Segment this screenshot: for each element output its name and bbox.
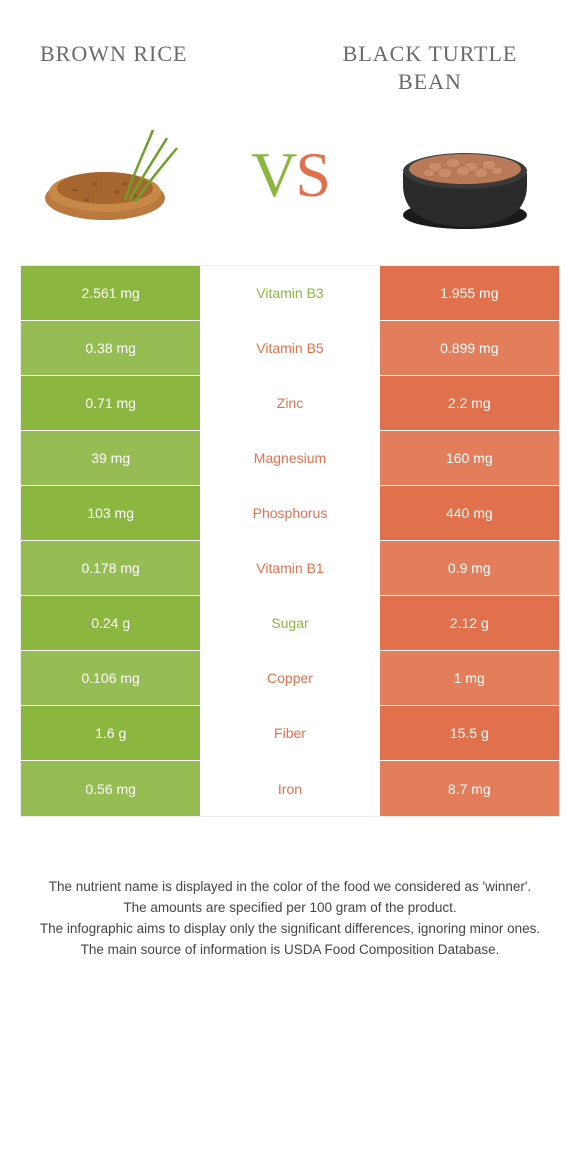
value-right: 0.9 mg [380, 541, 559, 595]
value-left: 0.106 mg [21, 651, 200, 705]
header: BROWN RICE BLACK TURTLE BEAN [0, 0, 580, 105]
value-left: 0.38 mg [21, 321, 200, 375]
value-left: 0.71 mg [21, 376, 200, 430]
food-title-left: BROWN RICE [40, 40, 260, 68]
food-title-right: BLACK TURTLE BEAN [320, 40, 540, 95]
value-left: 103 mg [21, 486, 200, 540]
nutrient-name: Copper [200, 651, 379, 705]
black-turtle-bean-icon [380, 115, 550, 235]
comparison-table: 2.561 mgVitamin B31.955 mg0.38 mgVitamin… [20, 265, 560, 817]
table-row: 103 mgPhosphorus440 mg [21, 486, 559, 541]
nutrient-name: Magnesium [200, 431, 379, 485]
nutrient-name: Vitamin B1 [200, 541, 379, 595]
images-row: VS [0, 105, 580, 265]
value-right: 0.899 mg [380, 321, 559, 375]
footnote-line: The nutrient name is displayed in the co… [30, 877, 550, 898]
brown-rice-icon [30, 115, 200, 235]
vs-v: V [251, 139, 295, 210]
table-row: 0.71 mgZinc2.2 mg [21, 376, 559, 431]
value-left: 0.178 mg [21, 541, 200, 595]
table-row: 2.561 mgVitamin B31.955 mg [21, 266, 559, 321]
value-right: 8.7 mg [380, 761, 559, 816]
footnote-line: The main source of information is USDA F… [30, 940, 550, 961]
nutrient-name: Zinc [200, 376, 379, 430]
table-row: 0.56 mgIron8.7 mg [21, 761, 559, 816]
table-row: 0.24 gSugar2.12 g [21, 596, 559, 651]
table-row: 1.6 gFiber15.5 g [21, 706, 559, 761]
vs-label: VS [251, 138, 329, 212]
nutrient-name: Vitamin B5 [200, 321, 379, 375]
footnote-line: The amounts are specified per 100 gram o… [30, 898, 550, 919]
table-row: 0.178 mgVitamin B10.9 mg [21, 541, 559, 596]
nutrient-name: Phosphorus [200, 486, 379, 540]
value-right: 1.955 mg [380, 266, 559, 320]
nutrient-name: Iron [200, 761, 379, 816]
value-left: 39 mg [21, 431, 200, 485]
nutrient-name: Vitamin B3 [200, 266, 379, 320]
value-right: 2.12 g [380, 596, 559, 650]
value-right: 2.2 mg [380, 376, 559, 430]
table-row: 39 mgMagnesium160 mg [21, 431, 559, 486]
footnote-line: The infographic aims to display only the… [30, 919, 550, 940]
nutrient-name: Sugar [200, 596, 379, 650]
value-right: 15.5 g [380, 706, 559, 760]
value-left: 2.561 mg [21, 266, 200, 320]
table-row: 0.106 mgCopper1 mg [21, 651, 559, 706]
footnotes: The nutrient name is displayed in the co… [30, 877, 550, 961]
table-row: 0.38 mgVitamin B50.899 mg [21, 321, 559, 376]
value-right: 1 mg [380, 651, 559, 705]
value-left: 0.24 g [21, 596, 200, 650]
value-right: 440 mg [380, 486, 559, 540]
value-right: 160 mg [380, 431, 559, 485]
value-left: 0.56 mg [21, 761, 200, 816]
nutrient-name: Fiber [200, 706, 379, 760]
value-left: 1.6 g [21, 706, 200, 760]
vs-s: S [295, 139, 329, 210]
